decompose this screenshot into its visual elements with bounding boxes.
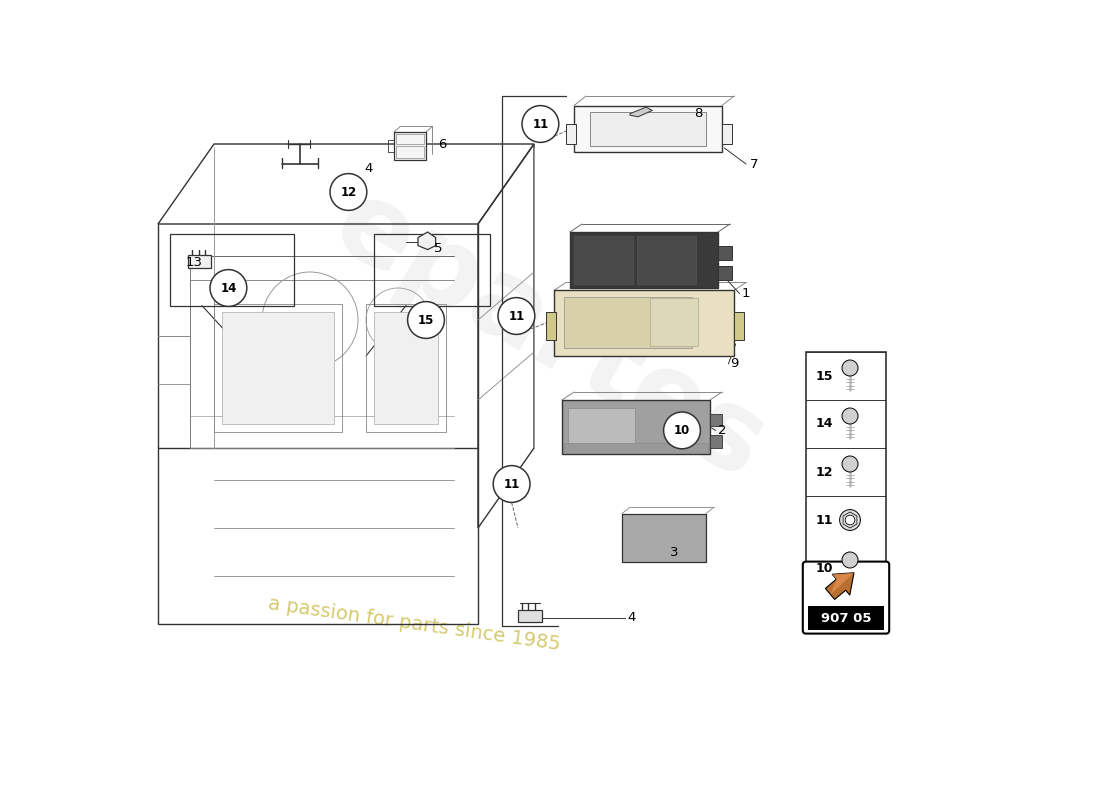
Bar bbox=[374, 234, 490, 306]
Circle shape bbox=[845, 515, 855, 525]
Circle shape bbox=[408, 302, 444, 338]
Bar bbox=[574, 236, 634, 284]
Circle shape bbox=[663, 412, 701, 449]
Text: a passion for parts since 1985: a passion for parts since 1985 bbox=[266, 594, 561, 654]
Text: 6: 6 bbox=[438, 138, 447, 150]
Text: 4: 4 bbox=[364, 162, 373, 174]
Text: 11: 11 bbox=[815, 514, 833, 526]
FancyBboxPatch shape bbox=[803, 562, 889, 634]
Text: 11: 11 bbox=[532, 118, 549, 130]
Bar bbox=[574, 106, 722, 152]
Circle shape bbox=[842, 408, 858, 424]
Text: 3: 3 bbox=[670, 546, 679, 558]
Text: 15: 15 bbox=[815, 370, 833, 382]
Text: 12: 12 bbox=[340, 186, 356, 198]
Circle shape bbox=[842, 360, 858, 376]
Bar bbox=[650, 298, 699, 346]
Bar bbox=[563, 443, 708, 453]
Bar bbox=[710, 414, 722, 426]
Text: 907 05: 907 05 bbox=[821, 612, 871, 625]
Text: 9: 9 bbox=[730, 358, 738, 370]
Circle shape bbox=[842, 456, 858, 472]
Text: 14: 14 bbox=[815, 418, 833, 430]
Bar bbox=[722, 124, 732, 144]
Text: 10: 10 bbox=[815, 562, 833, 574]
Circle shape bbox=[842, 552, 858, 568]
Circle shape bbox=[493, 466, 530, 502]
Text: 1: 1 bbox=[742, 287, 750, 300]
Bar bbox=[518, 610, 542, 622]
Bar bbox=[546, 312, 556, 340]
Bar bbox=[718, 246, 733, 260]
Bar bbox=[396, 134, 424, 144]
Bar bbox=[569, 408, 635, 446]
Bar bbox=[807, 606, 884, 630]
Text: 5: 5 bbox=[434, 242, 442, 254]
Bar bbox=[387, 140, 394, 152]
Text: epartes: epartes bbox=[316, 170, 784, 502]
Polygon shape bbox=[830, 573, 854, 594]
Bar bbox=[718, 266, 733, 280]
Bar bbox=[394, 132, 426, 160]
Bar bbox=[734, 312, 744, 340]
Text: 7: 7 bbox=[750, 158, 759, 170]
Bar bbox=[214, 304, 342, 432]
Bar bbox=[563, 297, 692, 348]
Text: 10: 10 bbox=[674, 424, 690, 437]
Bar bbox=[590, 112, 706, 146]
Bar bbox=[806, 352, 886, 592]
Text: 15: 15 bbox=[418, 314, 434, 326]
Text: 12: 12 bbox=[815, 466, 833, 478]
Circle shape bbox=[522, 106, 559, 142]
Bar bbox=[621, 514, 706, 562]
Text: 11: 11 bbox=[504, 478, 519, 490]
Bar bbox=[170, 234, 294, 306]
Polygon shape bbox=[630, 107, 652, 117]
Bar bbox=[570, 232, 718, 288]
Circle shape bbox=[498, 298, 535, 334]
Text: 11: 11 bbox=[508, 310, 525, 322]
Circle shape bbox=[330, 174, 366, 210]
Bar bbox=[396, 146, 424, 158]
Text: 4: 4 bbox=[628, 611, 636, 624]
Polygon shape bbox=[418, 232, 436, 250]
Bar bbox=[710, 435, 722, 448]
Text: 2: 2 bbox=[718, 424, 726, 437]
Bar bbox=[562, 400, 710, 454]
Text: 14: 14 bbox=[220, 282, 236, 294]
Bar bbox=[637, 236, 696, 284]
Circle shape bbox=[839, 510, 860, 530]
Bar bbox=[554, 290, 734, 356]
Bar bbox=[366, 304, 446, 432]
Circle shape bbox=[210, 270, 246, 306]
Polygon shape bbox=[825, 573, 854, 599]
Bar bbox=[566, 124, 575, 144]
Bar bbox=[374, 312, 438, 424]
Text: 13: 13 bbox=[186, 256, 204, 269]
Bar bbox=[188, 255, 211, 268]
Text: 8: 8 bbox=[694, 107, 703, 120]
Bar bbox=[222, 312, 334, 424]
